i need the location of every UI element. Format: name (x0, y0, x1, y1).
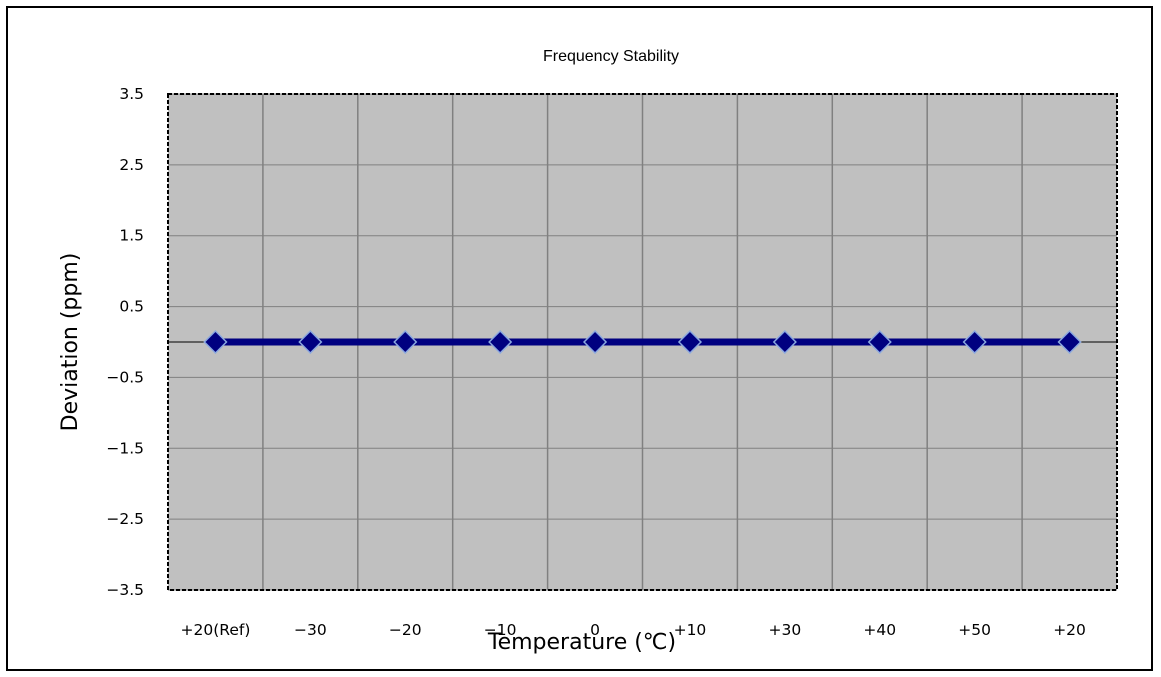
data-point-marker (867, 329, 892, 355)
y-axis-label: Deviation (ppm) (58, 253, 83, 432)
y-axis-ticks: 3.5 2.5 1.5 0.5 −0.5 −1.5 −2.5 −3.5 (106, 85, 144, 599)
x-tick-label: −30 (294, 621, 327, 639)
y-tick-label: 3.5 (119, 85, 144, 103)
y-tick-label: 0.5 (119, 298, 144, 316)
data-point-marker (393, 329, 418, 355)
y-tick-label: −2.5 (106, 510, 144, 528)
x-tick-label: −10 (484, 621, 517, 639)
y-tick-label: −0.5 (106, 368, 144, 386)
x-tick-label: +50 (958, 621, 991, 639)
x-tick-label: +30 (768, 621, 801, 639)
data-point-marker (962, 329, 987, 355)
x-tick-label: +10 (674, 621, 707, 639)
chart-title: Frequency Stability (543, 48, 679, 65)
x-tick-label: −20 (389, 621, 422, 639)
plot-border (167, 93, 1118, 591)
x-tick-label: +20(Ref) (181, 621, 251, 639)
y-tick-label: 2.5 (119, 156, 144, 174)
data-point-marker (582, 329, 608, 355)
x-axis-ticks: +20(Ref) −30 −20 −10 0 +10 +30 +40 +50 +20 (181, 621, 1086, 639)
data-point-marker (203, 329, 228, 355)
data-point-marker (772, 329, 797, 355)
series-group (203, 329, 1082, 355)
x-tick-label: +40 (863, 621, 896, 639)
data-point-marker (298, 329, 323, 355)
x-axis-label: Temperature (℃) (487, 630, 676, 655)
x-tick-label: +20 (1053, 621, 1086, 639)
y-tick-label: 1.5 (119, 227, 144, 245)
y-tick-label: −3.5 (106, 581, 144, 599)
y-tick-label: −1.5 (106, 439, 144, 457)
data-point-marker (1057, 329, 1082, 355)
x-tick-label: 0 (590, 621, 600, 639)
data-point-marker (488, 329, 513, 355)
data-point-marker (677, 329, 703, 355)
